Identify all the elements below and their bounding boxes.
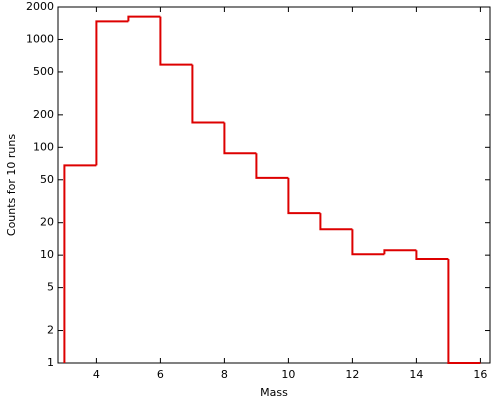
histogram-bin xyxy=(415,250,449,261)
y-axis-label: Counts for 10 runs xyxy=(5,134,18,236)
x-tick-label: 14 xyxy=(409,368,423,381)
x-tick-label: 4 xyxy=(93,368,100,381)
y-tick-label: 10 xyxy=(40,248,54,261)
histogram-bin xyxy=(255,153,289,179)
y-tick-label: 500 xyxy=(33,65,54,78)
y-tick-label: 1000 xyxy=(26,32,54,45)
histogram-bin xyxy=(127,15,161,22)
histogram-bin xyxy=(383,249,417,255)
histogram-bin xyxy=(447,259,481,364)
histogram-bin xyxy=(287,177,321,215)
histogram-bin xyxy=(159,16,193,66)
y-tick-label: 200 xyxy=(33,108,54,121)
histogram-bin xyxy=(95,20,129,166)
x-tick-label: 8 xyxy=(221,368,228,381)
x-tick-label: 10 xyxy=(281,368,295,381)
histogram-bin xyxy=(319,213,353,231)
histogram-bin xyxy=(63,164,97,363)
x-tick-label: 16 xyxy=(473,368,487,381)
x-axis-label: Mass xyxy=(260,386,288,399)
y-tick-label: 100 xyxy=(33,140,54,153)
plot-frame xyxy=(57,6,491,364)
y-tick-label: 5 xyxy=(47,281,54,294)
x-tick-label: 12 xyxy=(345,368,359,381)
histogram-bin xyxy=(223,122,257,155)
x-tick-label: 6 xyxy=(157,368,164,381)
histogram-bin xyxy=(351,229,385,256)
histogram-bin xyxy=(191,64,225,124)
y-tick-label: 2 xyxy=(47,324,54,337)
y-tick-label: 50 xyxy=(40,173,54,186)
y-tick-label: 20 xyxy=(40,216,54,229)
y-tick-label: 2000 xyxy=(26,0,54,13)
y-tick-label: 1 xyxy=(47,356,54,369)
